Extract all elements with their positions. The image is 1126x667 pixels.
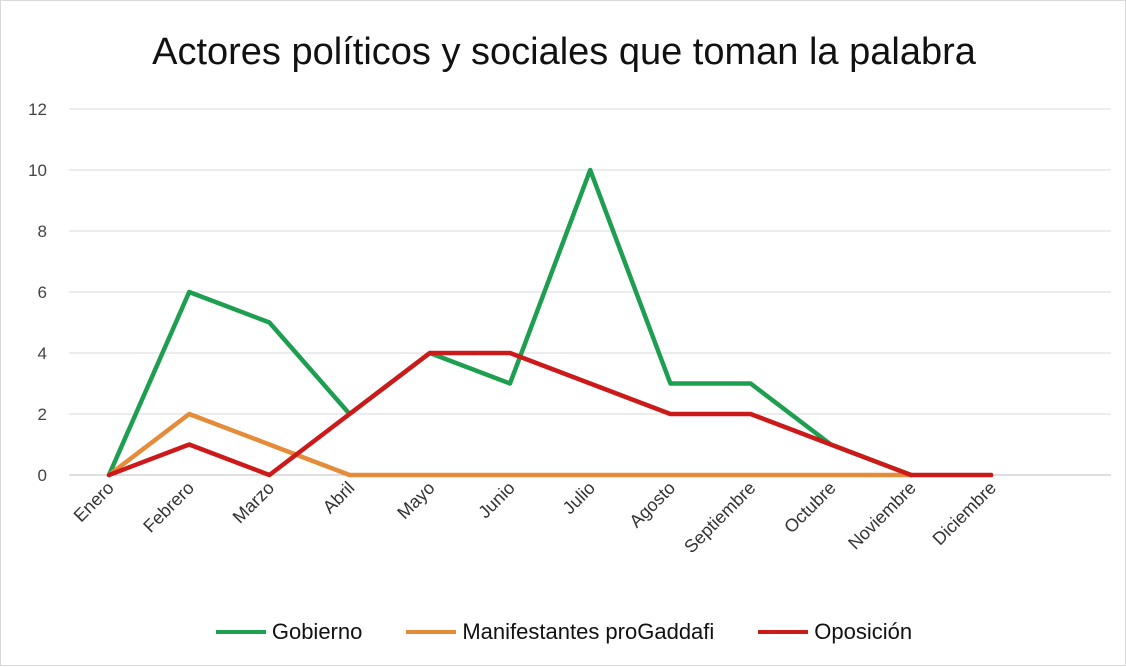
legend-swatch <box>758 630 809 634</box>
legend-swatch <box>406 630 457 634</box>
legend-item: Oposición <box>758 619 912 645</box>
y-tick-label: 2 <box>38 405 47 424</box>
x-tick-label: Octubre <box>780 478 839 537</box>
x-tick-label: Abril <box>319 478 359 518</box>
x-tick-label: Diciembre <box>929 478 1000 549</box>
chart-title: Actores políticos y sociales que toman l… <box>152 31 976 73</box>
x-tick-label: Mayo <box>393 478 438 523</box>
x-tick-label: Julio <box>559 478 599 518</box>
x-tick-label: Marzo <box>229 478 279 528</box>
x-tick-label: Noviembre <box>844 478 920 554</box>
x-tick-label: Enero <box>70 478 118 526</box>
legend-label: Manifestantes proGaddafi <box>462 619 715 644</box>
legend-label: Oposición <box>814 619 913 644</box>
legend-item: Gobierno <box>215 619 363 645</box>
legend-item: Manifestantes proGaddafi <box>406 619 714 645</box>
axes: 0 2 4 6 8 10 12 Enero Febrero Marzo Abril Mayo Junio… <box>28 100 1111 557</box>
gridlines <box>69 108 1111 415</box>
legend-swatch <box>215 630 266 634</box>
y-tick-label: 4 <box>38 344 47 363</box>
y-tick-label: 8 <box>38 222 47 241</box>
y-tick-label: 12 <box>28 100 47 119</box>
x-tick-label: Febrero <box>139 478 198 537</box>
x-tick-label: Agosto <box>625 478 679 532</box>
x-tick-label: Junio <box>474 478 519 523</box>
legend-label: Gobierno <box>271 619 363 644</box>
series-line-oposición <box>106 350 994 478</box>
series-line-manifestantes-progaddafi <box>106 411 914 478</box>
series-lines <box>106 167 994 478</box>
series-line-gobierno <box>106 167 914 478</box>
x-tick-label: Septiembre <box>680 478 759 557</box>
legend: Gobierno Manifestantes proGaddafi Oposició… <box>1 619 1126 645</box>
y-tick-label: 6 <box>38 283 47 302</box>
y-tick-label: 10 <box>28 161 47 180</box>
y-tick-label: 0 <box>38 466 47 485</box>
